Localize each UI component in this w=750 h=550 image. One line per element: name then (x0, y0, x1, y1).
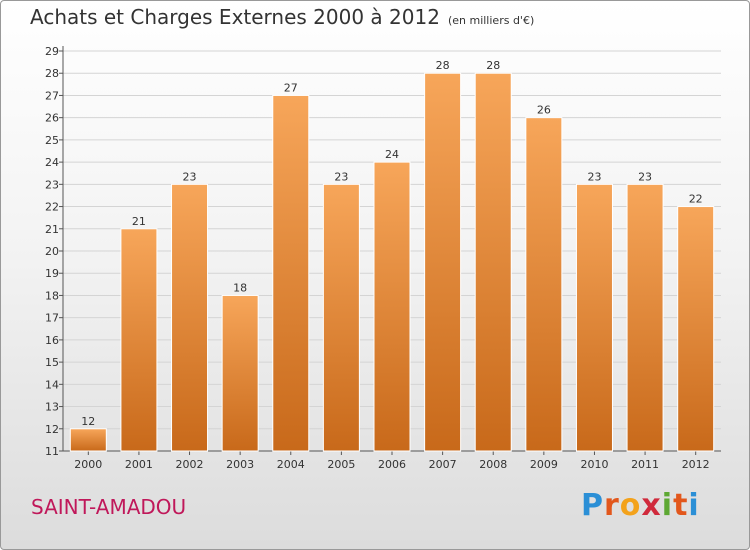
chart-title: Achats et Charges Externes 2000 à 2012 (e… (30, 5, 534, 29)
y-tick-label: 20 (45, 245, 59, 258)
y-tick-label: 24 (45, 156, 59, 169)
bar (120, 228, 158, 452)
logo-letter: o (619, 488, 642, 523)
y-tick-label: 11 (45, 445, 59, 458)
y-tick-label: 14 (45, 378, 59, 391)
data-label: 27 (284, 81, 298, 94)
x-tick-label: 2001 (125, 458, 153, 471)
bar (677, 206, 715, 452)
x-tick-label: 2009 (530, 458, 558, 471)
bar (272, 94, 310, 452)
y-tick-label: 22 (45, 201, 59, 214)
y-tick-label: 27 (45, 89, 59, 102)
data-label: 23 (334, 170, 348, 183)
x-tick-label: 2000 (74, 458, 102, 471)
bar (373, 161, 411, 452)
data-label: 23 (183, 170, 197, 183)
logo-letter: i (688, 488, 700, 523)
x-tick-label: 2002 (176, 458, 204, 471)
y-tick-label: 19 (45, 267, 59, 280)
data-label: 12 (81, 415, 95, 428)
bar (69, 428, 107, 452)
bar (322, 183, 360, 452)
data-label: 28 (486, 59, 500, 72)
chart-title-text: Achats et Charges Externes 2000 à 2012 (30, 5, 440, 29)
y-tick-label: 16 (45, 334, 59, 347)
data-label: 22 (689, 193, 703, 206)
bar (221, 294, 259, 452)
bar (575, 183, 613, 452)
bar (474, 72, 512, 452)
data-label: 23 (638, 170, 652, 183)
logo-letter: P (581, 488, 604, 523)
bar (525, 117, 563, 452)
y-tick-label: 12 (45, 423, 59, 436)
logo-letter: i (661, 488, 674, 523)
x-tick-label: 2012 (682, 458, 710, 471)
place-name: SAINT-AMADOU (31, 495, 187, 519)
data-label: 26 (537, 104, 551, 117)
x-tick-labels: 2000 2001 2002 2003 2004 2005 2006 2007 2008 2009… (74, 458, 709, 471)
y-tick-label: 15 (45, 356, 59, 369)
x-tick-label: 2011 (631, 458, 659, 471)
data-label: 24 (385, 148, 399, 161)
x-tick-label: 2003 (226, 458, 254, 471)
x-tick-label: 2004 (277, 458, 305, 471)
bar (171, 183, 209, 452)
x-tick-label: 2008 (479, 458, 507, 471)
logo-letter: r (604, 488, 620, 523)
y-tick-label: 18 (45, 289, 59, 302)
y-tick-label: 13 (45, 401, 59, 414)
bar (424, 72, 462, 452)
data-labels: 12 21 23 18 27 23 24 28 28 26 23 23 22 (81, 59, 702, 428)
y-tick-label: 26 (45, 112, 59, 125)
logo-letter: t (673, 488, 689, 523)
proxiti-logo[interactable]: Proxiti (581, 488, 700, 523)
y-tick-label: 21 (45, 223, 59, 236)
x-tick-label: 2007 (429, 458, 457, 471)
y-tick-label: 29 (45, 45, 59, 58)
y-tick-label: 17 (45, 312, 59, 325)
bar (626, 183, 664, 452)
x-tick-label: 2005 (327, 458, 355, 471)
x-tick-label: 2006 (378, 458, 406, 471)
data-label: 23 (587, 170, 601, 183)
logo-letter: x (641, 488, 662, 523)
y-tick-label: 25 (45, 134, 59, 147)
y-tick-label: 28 (45, 67, 59, 80)
y-tick-label: 23 (45, 178, 59, 191)
data-label: 18 (233, 281, 247, 294)
y-tick-labels: 11 12 13 14 15 16 17 18 19 20 21 22 23 24 25 26 27 28 29 (45, 45, 59, 458)
chart-subtitle: (en milliers d'€) (447, 14, 535, 27)
data-label: 28 (436, 59, 450, 72)
data-label: 21 (132, 215, 146, 228)
bars (69, 72, 715, 452)
x-tick-label: 2010 (580, 458, 608, 471)
